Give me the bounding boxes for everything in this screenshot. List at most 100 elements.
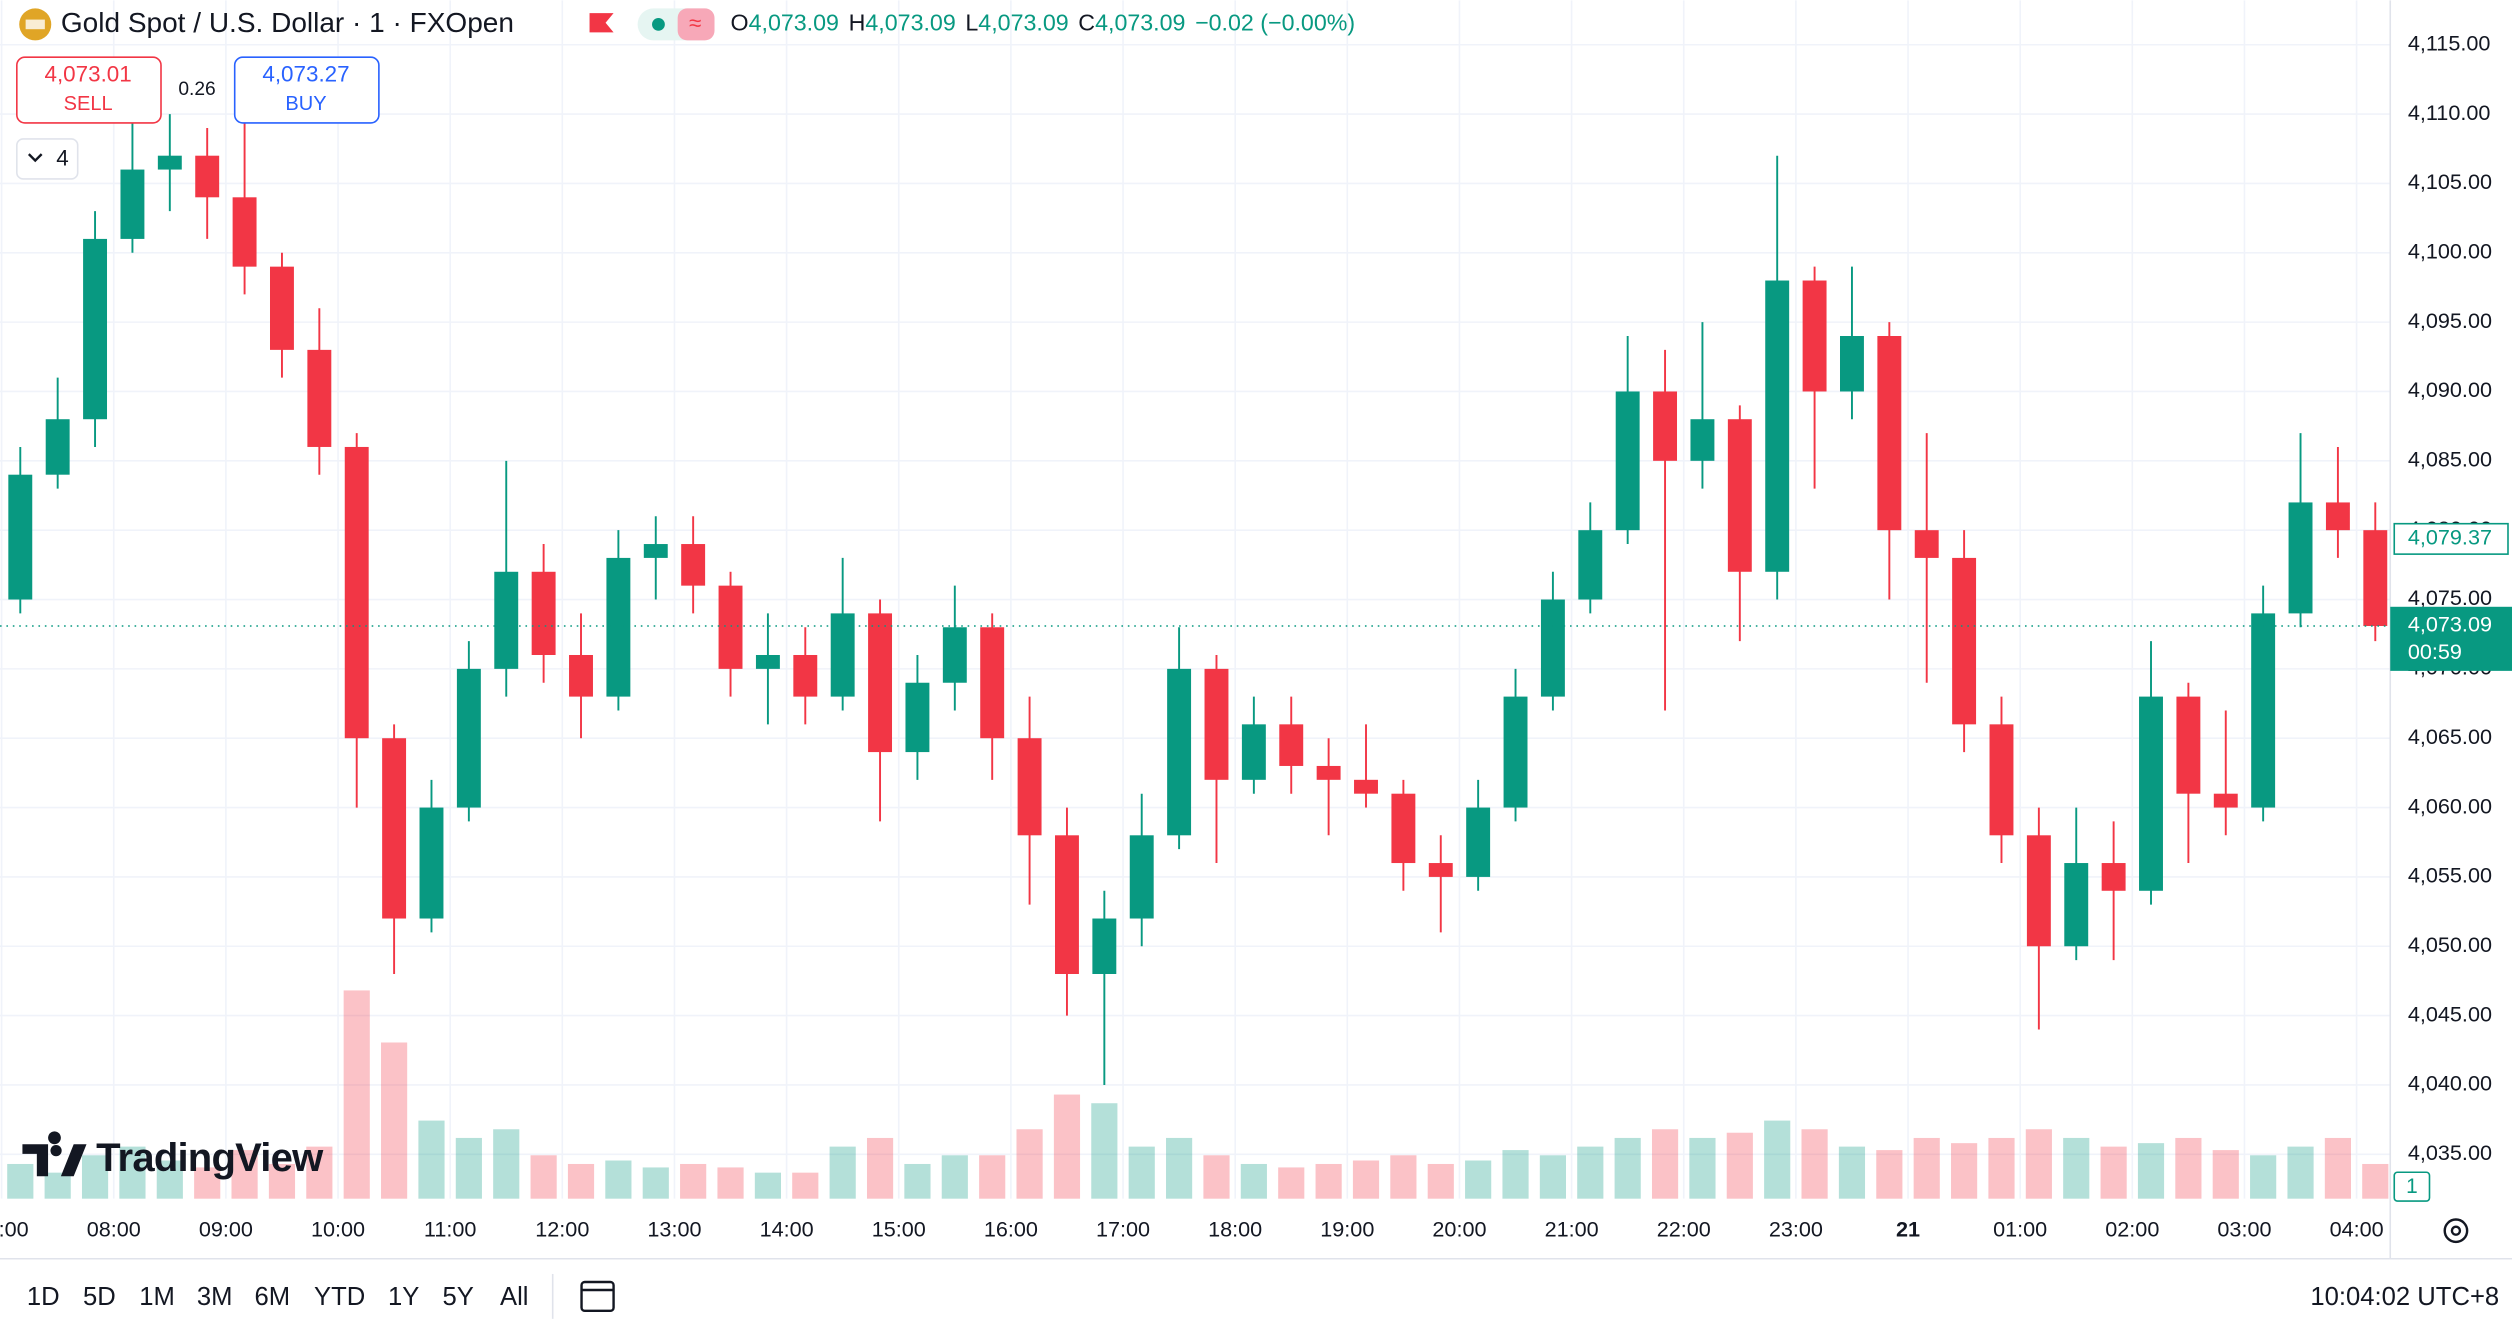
volume-bar — [343, 990, 370, 1199]
candle-body — [419, 807, 444, 919]
sell-button[interactable] — [16, 56, 162, 124]
calendar-icon[interactable] — [580, 1280, 615, 1313]
x-tick-label: 18:00 — [1208, 1216, 1262, 1241]
candle-body — [1765, 280, 1790, 572]
candle-body — [382, 738, 407, 919]
y-tick-label: 4,115.00 — [2408, 30, 2491, 55]
range-button[interactable]: YTD — [314, 1283, 365, 1311]
volume-bar — [866, 1137, 894, 1199]
indicators-toggle[interactable] — [16, 138, 79, 180]
range-button[interactable]: All — [500, 1283, 528, 1311]
range-button[interactable]: 5Y — [443, 1283, 474, 1311]
candle-body — [1017, 738, 1042, 836]
logo-icon — [22, 1131, 87, 1177]
price-marker-tag — [2393, 522, 2509, 555]
candle-body — [793, 654, 818, 697]
volume-bar — [941, 1155, 968, 1199]
y-tick-label: 4,065.00 — [2408, 724, 2492, 749]
ohlc-key: L — [965, 10, 978, 36]
volume-bar — [979, 1155, 1006, 1199]
volume-bar — [1427, 1163, 1454, 1199]
volume-bar — [1577, 1146, 1604, 1199]
flag-icon[interactable] — [589, 13, 614, 33]
volume-bar — [2287, 1146, 2314, 1199]
range-button[interactable]: 6M — [255, 1283, 291, 1311]
volume-bar — [680, 1163, 707, 1199]
candle-body — [1167, 668, 1192, 836]
candle-body — [83, 238, 108, 420]
settings-icon[interactable] — [2443, 1218, 2469, 1244]
range-button[interactable]: 5D — [83, 1283, 116, 1311]
ohlc-value: 4,073.09 — [1095, 10, 1185, 36]
sell-label: SELL — [64, 93, 113, 115]
candle-body — [2363, 530, 2388, 627]
volume-bar — [2063, 1137, 2090, 1199]
logo-text: TradingView — [96, 1136, 324, 1180]
candle-body — [195, 155, 220, 198]
x-tick-label: 13:00 — [647, 1216, 701, 1241]
x-tick-label: 21:00 — [1545, 1216, 1599, 1241]
ohlc-key: C — [1078, 10, 1095, 36]
candle-body — [1989, 724, 2014, 836]
candle-body — [1054, 835, 1079, 974]
volume-bar — [530, 1155, 557, 1199]
volume-bar — [194, 1167, 221, 1199]
range-button[interactable]: 1Y — [388, 1283, 419, 1311]
volume-bar — [1166, 1137, 1193, 1199]
candle-body — [1503, 696, 1528, 808]
symbol-icon-bar — [25, 19, 45, 30]
buy-button[interactable] — [233, 56, 380, 124]
status-dot — [652, 17, 665, 31]
candle-body — [2176, 696, 2201, 794]
candle-body — [1428, 863, 1453, 877]
volume-bar — [567, 1163, 595, 1199]
x-tick-label: 01:00 — [1993, 1216, 2047, 1241]
x-tick-label: 08:00 — [87, 1216, 141, 1241]
candle-body — [2026, 835, 2051, 947]
volume-bar — [2137, 1143, 2165, 1199]
x-tick-label: 22:00 — [1657, 1216, 1711, 1241]
y-tick-label: 4,085.00 — [2408, 447, 2492, 472]
candle-body — [643, 544, 668, 558]
volume-bar — [2212, 1150, 2239, 1199]
y-tick-label: 4,035.00 — [2408, 1140, 2492, 1165]
clock[interactable]: 10:04:02 UTC+8 — [2310, 1283, 2499, 1311]
x-tick-label: 23:00 — [1769, 1216, 1823, 1241]
volume-bar — [1876, 1150, 1903, 1199]
range-button[interactable]: 1D — [27, 1283, 60, 1311]
candle-body — [1839, 335, 1864, 392]
volume-bar — [1352, 1160, 1380, 1199]
countdown-label: 00:59 — [2408, 639, 2462, 664]
candle-body — [1391, 793, 1416, 864]
candle-body — [681, 544, 706, 586]
ohlc-line: O4,073.09 H4,073.09 L4,073.09 C4,073.09 −0.0… — [731, 10, 1356, 36]
y-tick-label: 4,105.00 — [2408, 169, 2492, 194]
ohlc-value: 4,073.09 — [865, 10, 955, 36]
candle-body — [232, 197, 257, 267]
range-button[interactable]: 3M — [197, 1283, 233, 1311]
volume-bar — [1764, 1120, 1791, 1199]
candle-body — [2139, 696, 2163, 891]
range-button[interactable]: 1M — [139, 1283, 175, 1311]
symbol-title[interactable]: Gold Spot / U.S. Dollar · 1 · FXOpen — [61, 7, 514, 38]
candle-body — [830, 613, 855, 697]
candle-body — [157, 155, 182, 170]
volume-bar — [1278, 1167, 1305, 1199]
candle-body — [980, 627, 1005, 739]
candle-body — [1914, 530, 1939, 558]
volume-bar — [455, 1137, 482, 1199]
x-tick-label: 12:00 — [535, 1216, 589, 1241]
candle-body — [1092, 918, 1117, 974]
candle-body — [1279, 724, 1304, 766]
y-tick-label: 4,050.00 — [2408, 932, 2492, 957]
candle-body — [1354, 779, 1378, 794]
last-price-tag — [2390, 606, 2512, 671]
scale-badge[interactable] — [2393, 1171, 2431, 1202]
settings-icon-core — [2450, 1225, 2462, 1236]
x-tick-label: 09:00 — [199, 1216, 253, 1241]
ohlc-key: H — [849, 10, 866, 36]
candle-body — [1204, 668, 1229, 780]
candle-body — [1727, 419, 1752, 572]
candle-body — [755, 654, 780, 669]
x-tick-label: 03:00 — [2217, 1216, 2271, 1241]
